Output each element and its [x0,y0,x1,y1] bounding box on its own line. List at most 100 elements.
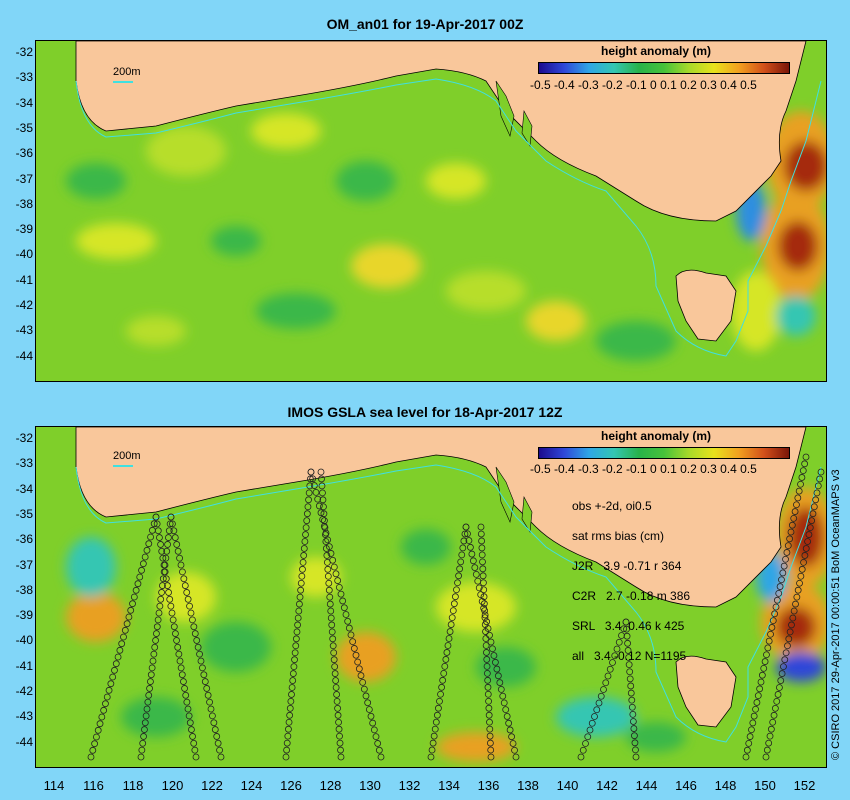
track-point [321,531,329,538]
track-point [306,482,314,490]
track-point [754,692,762,700]
track-point [116,646,124,654]
stats-line: obs +-2d, oi0.5 [572,499,652,513]
track-point [305,489,313,497]
track-point [286,711,294,719]
track-point [174,547,182,555]
track-point [783,549,791,556]
track-point [624,647,632,654]
track-point [764,644,772,652]
track-point [307,468,315,476]
track-point [91,740,99,748]
track-point [801,460,809,468]
lon-tick-label: 152 [793,778,816,793]
track-point [786,535,794,543]
track-point [459,544,467,552]
track-point [801,552,809,559]
track-point [158,589,165,596]
track-point [337,753,345,761]
track-point [762,753,770,761]
track-point [335,718,342,726]
lon-tick-label: 116 [83,778,104,793]
track-point [448,614,456,622]
track-point [310,482,318,489]
track-point [355,665,363,673]
track-point [295,607,303,615]
track-point [798,474,806,481]
track-point [336,739,344,747]
track-point [628,703,636,711]
track-point [437,690,444,698]
track-point [326,593,334,601]
track-point [797,480,804,488]
track-point [377,753,385,761]
track-point [183,589,191,596]
track-point [768,624,776,631]
track-point [626,675,634,683]
track-point [285,725,292,733]
track-point [328,621,336,629]
track-point [334,711,342,719]
lat-tick-label: -34 [15,481,33,496]
track-point [489,645,496,653]
track-point [320,503,327,511]
track-point [144,698,152,706]
track-point [481,611,489,619]
track-point [485,711,493,719]
track-point [98,713,106,721]
track-point [816,475,824,483]
track-point [148,664,156,672]
track-point [216,746,223,754]
track-point [478,598,486,605]
gulf-st-vincent [521,495,533,533]
track-point [480,586,488,594]
track-point [743,746,751,754]
lat-tick-label: -43 [15,323,33,338]
track-point [453,586,460,594]
tasmania-land [675,655,737,728]
track-point [335,583,343,591]
track-point [773,697,781,705]
track-point [150,650,158,658]
track-point [321,517,328,525]
track-point [486,718,493,726]
track-point [318,482,326,490]
track-point [370,726,378,734]
track-point [337,590,345,598]
lon-tick-label: 118 [122,778,144,793]
top-scale-label: 200m [113,66,141,78]
track-point [490,652,498,659]
track-point [291,656,298,664]
track-point [103,693,111,701]
lon-axis: 114 116 118 120 122 124 126 128 130 132 134 136 138 1… [0,778,850,796]
track-point [479,572,487,580]
australia-land [75,41,807,222]
track-point [584,733,592,741]
track-point [156,602,164,610]
track-point [141,553,149,561]
track-point [337,746,344,754]
track-point [582,740,589,747]
track-point [626,668,634,676]
track-point [771,704,779,712]
track-point [797,572,805,580]
track-point [152,513,160,521]
australia-land [75,427,807,608]
track-point [793,593,801,601]
track-point [486,725,494,733]
top-panel-title: OM_an01 for 19-Apr-2017 00Z [326,16,524,32]
lat-tick-label: -33 [15,456,33,471]
track-point [141,726,148,733]
stats-line: J2R 3.9 -0.71 r 364 [572,559,682,573]
track-point [139,560,147,568]
track-point [792,600,799,608]
track-point [194,643,202,651]
track-point [508,733,515,741]
track-point [809,510,817,518]
top-map-svg [36,41,826,381]
track-point [319,496,327,504]
track-point [493,665,501,673]
bottom-colorbar [538,447,790,459]
track-point [486,732,494,740]
track-point [305,496,312,504]
